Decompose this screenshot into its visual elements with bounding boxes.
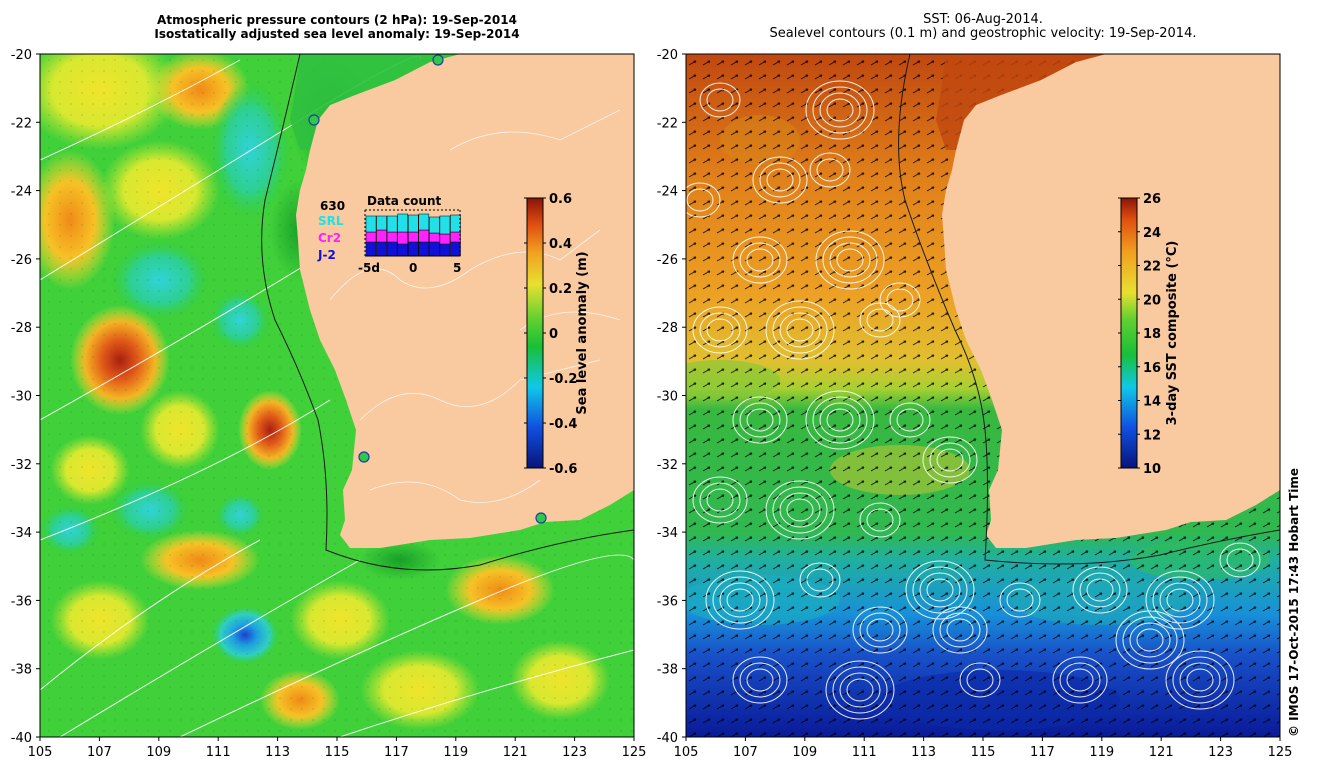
y-tick-label: -28 <box>657 321 678 336</box>
x-tick-label: 117 <box>1030 745 1055 760</box>
y-tick-label: -22 <box>11 116 32 131</box>
y-tick-label: -38 <box>11 663 32 678</box>
colorbar-tick-label: 0.2 <box>549 282 572 297</box>
colorbar-tick-label: 10 <box>1143 462 1161 477</box>
x-tick-label: 125 <box>622 745 647 760</box>
y-tick-label: -34 <box>11 526 32 541</box>
y-tick-label: -40 <box>11 731 32 746</box>
x-tick-label: 119 <box>1089 745 1114 760</box>
data-count-bars <box>365 213 461 257</box>
colorbar-tick-label: -0.2 <box>549 372 577 387</box>
x-tick-label: 111 <box>206 745 231 760</box>
x-tick-label: 109 <box>146 745 171 760</box>
colorbar-tick-label: 22 <box>1143 260 1161 275</box>
shelf-contour <box>261 54 634 571</box>
x-tick-label: 105 <box>674 745 699 760</box>
x-tick-label: 105 <box>28 745 53 760</box>
australia-land <box>296 54 634 548</box>
y-tick-label: -30 <box>657 390 678 405</box>
x-tick-label: 113 <box>265 745 290 760</box>
sst-colorbar-label: 3-day SST composite (°C) <box>1165 241 1180 426</box>
colorbar-tick-label: 0.6 <box>549 192 572 207</box>
tide-gauge-marker[interactable] <box>535 512 547 524</box>
x-tick-label: 115 <box>325 745 350 760</box>
data-count-inset: 630 SRL Cr2 J-2 Data count -5d 0 5 <box>317 194 461 275</box>
colorbar-tick-label: 26 <box>1143 192 1161 207</box>
colorbar-tick-label: 24 <box>1143 226 1161 241</box>
y-tick-label: -30 <box>11 390 32 405</box>
map-axes: 105 107 109 111 113 115 117 119 121 123 125-20-22-… <box>11 48 1293 760</box>
y-tick-label: -40 <box>657 731 678 746</box>
data-count-title: Data count <box>367 194 442 208</box>
y-tick-label: -20 <box>657 48 678 63</box>
x-tick-label: 117 <box>384 745 409 760</box>
sst-map <box>686 54 1280 737</box>
colorbar-tick-label: 16 <box>1143 361 1161 376</box>
x-tick-label: 115 <box>971 745 996 760</box>
x-tick-label: 119 <box>443 745 468 760</box>
right-title-line1: SST: 06-Aug-2014. <box>923 12 1043 27</box>
tide-gauge-marker[interactable] <box>358 451 370 463</box>
tide-gauge-marker[interactable] <box>432 54 444 66</box>
satellite-label-cr2: Cr2 <box>318 231 341 245</box>
left-title-line1: Atmospheric pressure contours (2 hPa): 1… <box>157 13 517 27</box>
y-tick-label: -28 <box>11 321 32 336</box>
y-tick-label: -36 <box>657 594 678 609</box>
inset-tick-minus5: -5d <box>358 261 380 275</box>
x-tick-label: 121 <box>503 745 528 760</box>
y-tick-label: -32 <box>657 458 678 473</box>
y-tick-label: -24 <box>11 185 32 200</box>
y-tick-label: -26 <box>657 253 678 268</box>
inset-tick-5: 5 <box>453 261 461 275</box>
x-tick-label: 125 <box>1268 745 1293 760</box>
shelf-contour <box>898 54 1280 565</box>
satellite-label-srl: SRL <box>318 214 344 228</box>
satellite-label-j2: J-2 <box>317 248 336 262</box>
right-title-line2: Sealevel contours (0.1 m) and geostrophi… <box>769 26 1197 41</box>
sla-colorbar-label: Sea level anomaly (m) <box>575 251 590 414</box>
sea-level-contours <box>686 80 1261 720</box>
x-tick-label: 111 <box>852 745 877 760</box>
sla-colorbar: 0.6 0.4 0.2 0 -0.2 -0.4 -0.6 Sea level anomaly… <box>524 192 590 477</box>
y-tick-label: -20 <box>11 48 32 63</box>
colorbar-tick-label: 18 <box>1143 327 1161 342</box>
tide-gauge-marker[interactable] <box>308 114 320 126</box>
colorbar-tick-label: 0.4 <box>549 237 572 252</box>
colorbar-tick-label: 12 <box>1143 428 1161 443</box>
x-tick-label: 107 <box>87 745 112 760</box>
y-tick-label: -24 <box>657 185 678 200</box>
left-map-title: Atmospheric pressure contours (2 hPa): 1… <box>40 13 634 41</box>
colorbar-tick-label: 14 <box>1143 395 1161 410</box>
sst-colorbar: 26 24 22 20 18 16 14 12 10 3-day SST composite (… <box>1118 192 1180 477</box>
right-map-title: SST: 06-Aug-2014. Sealevel contours (0.1… <box>686 13 1280 41</box>
left-title-line2: Isostatically adjusted sea level anomaly… <box>154 27 520 41</box>
x-tick-label: 113 <box>911 745 936 760</box>
colorbar-tick-label: 20 <box>1143 293 1161 308</box>
x-tick-label: 123 <box>1208 745 1233 760</box>
inset-tick-0: 0 <box>409 261 417 275</box>
x-tick-label: 107 <box>733 745 758 760</box>
colorbar-tick-label: -0.6 <box>549 462 577 477</box>
y-tick-label: -26 <box>11 253 32 268</box>
x-tick-label: 109 <box>792 745 817 760</box>
y-tick-label: -34 <box>657 526 678 541</box>
data-count-total: 630 <box>320 199 345 213</box>
colorbar-tick-label: -0.4 <box>549 417 577 432</box>
x-tick-label: 121 <box>1149 745 1174 760</box>
y-tick-label: -36 <box>11 594 32 609</box>
y-tick-label: -38 <box>657 663 678 678</box>
australia-land <box>942 54 1280 548</box>
y-tick-label: -22 <box>657 116 678 131</box>
imos-credit: © IMOS 17-Oct-2015 17:43 Hobart Time <box>1287 468 1301 737</box>
colorbar-tick-label: 0 <box>549 327 558 342</box>
x-tick-label: 123 <box>562 745 587 760</box>
y-tick-label: -32 <box>11 458 32 473</box>
